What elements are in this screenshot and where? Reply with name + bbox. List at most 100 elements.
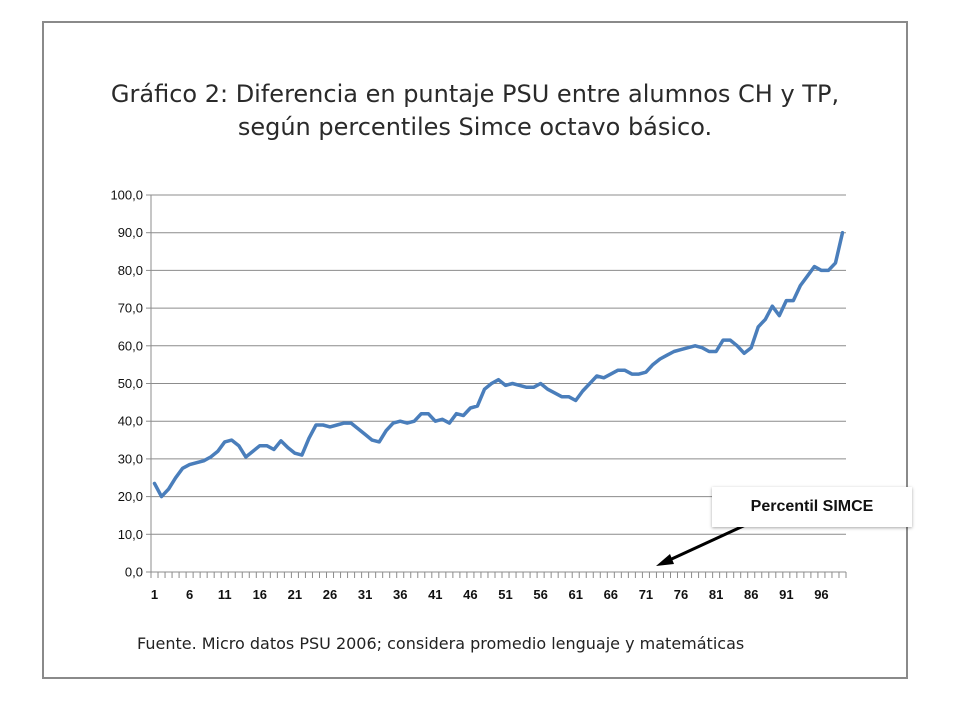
data-point xyxy=(610,373,612,375)
y-tick-label: 60,0 xyxy=(118,338,143,353)
data-point xyxy=(301,454,303,456)
arrow-shaft xyxy=(663,520,753,564)
data-point xyxy=(483,388,486,390)
series-layer xyxy=(152,230,845,499)
chart-frame xyxy=(42,21,908,679)
y-tick-label: 80,0 xyxy=(118,263,143,278)
x-tick-label: 91 xyxy=(779,587,793,602)
data-point xyxy=(595,375,598,377)
data-point xyxy=(729,339,731,341)
x-tick-label: 66 xyxy=(604,587,618,602)
x-tick-label: 61 xyxy=(568,587,582,602)
data-point xyxy=(792,299,795,302)
data-point xyxy=(518,384,521,387)
data-point xyxy=(820,269,823,272)
y-tick-label: 90,0 xyxy=(118,225,143,240)
x-tick-label: 81 xyxy=(709,587,723,602)
data-point xyxy=(785,299,788,302)
data-point xyxy=(427,412,430,415)
data-point xyxy=(743,352,746,355)
data-point xyxy=(357,427,359,430)
data-point xyxy=(294,452,296,455)
data-point xyxy=(701,346,703,349)
data-point xyxy=(308,437,310,439)
data-point xyxy=(827,269,830,272)
data-point xyxy=(371,439,373,441)
data-point xyxy=(202,459,205,462)
data-point xyxy=(834,262,837,264)
data-point xyxy=(624,369,626,372)
data-point xyxy=(476,405,479,407)
y-tick-label: 20,0 xyxy=(118,489,143,504)
data-point xyxy=(322,424,324,426)
x-tick-label: 76 xyxy=(674,587,688,602)
data-point xyxy=(532,386,535,389)
y-tick-label: 30,0 xyxy=(118,451,143,466)
x-tick-label: 56 xyxy=(533,587,547,602)
data-point xyxy=(799,284,802,287)
data-point xyxy=(160,495,163,498)
data-point xyxy=(841,231,844,234)
x-tick-label: 31 xyxy=(358,587,372,602)
x-tick-label: 71 xyxy=(639,587,653,602)
data-point xyxy=(420,412,423,415)
data-point xyxy=(378,441,380,443)
axes xyxy=(146,194,847,578)
data-point xyxy=(251,450,254,453)
data-point xyxy=(441,418,444,421)
x-axis-callout: Percentil SIMCE xyxy=(712,487,912,527)
data-point xyxy=(778,314,781,317)
data-point xyxy=(588,382,591,385)
data-point xyxy=(673,350,675,353)
y-tick-label: 50,0 xyxy=(118,376,143,391)
data-point xyxy=(392,422,394,424)
data-point xyxy=(385,429,387,432)
data-point xyxy=(329,426,331,428)
data-point xyxy=(708,350,710,353)
data-point xyxy=(567,395,570,398)
data-point xyxy=(455,412,458,415)
data-point xyxy=(181,467,184,470)
x-tick-labels: 1 6 11 16 21 26 31 36 41 46 51 56 61 66 71 76 81 86 91 96 xyxy=(151,587,829,602)
data-point xyxy=(237,444,240,447)
data-point xyxy=(715,350,717,353)
data-point xyxy=(553,392,556,394)
y-tick-label: 70,0 xyxy=(118,301,143,316)
data-point xyxy=(722,339,724,341)
data-point xyxy=(546,388,549,390)
data-point xyxy=(259,444,261,447)
y-tick-labels: 0,0 10,0 20,0 30,0 40,0 50,0 60,0 70,0 80,0 90,0 1… xyxy=(110,188,143,580)
x-tick-label: 26 xyxy=(323,587,337,602)
source-note: Fuente. Micro datos PSU 2006; considera … xyxy=(137,634,745,653)
data-point xyxy=(469,407,472,409)
x-tick-label: 6 xyxy=(186,587,193,602)
data-point xyxy=(223,441,226,443)
data-point xyxy=(659,358,661,360)
x-tick-label: 86 xyxy=(744,587,758,602)
data-point xyxy=(581,390,584,392)
data-point xyxy=(188,463,191,466)
data-point xyxy=(666,354,668,357)
x-tick-label: 41 xyxy=(428,587,442,602)
data-point xyxy=(280,440,282,442)
data-point xyxy=(434,420,437,423)
gridlines xyxy=(151,194,846,535)
data-point xyxy=(771,305,774,308)
data-point xyxy=(336,424,338,426)
data-point xyxy=(230,439,233,441)
x-tick-label: 36 xyxy=(393,587,407,602)
data-point xyxy=(497,378,500,381)
data-point xyxy=(490,382,493,385)
data-point xyxy=(511,382,514,385)
y-tick-label: 0,0 xyxy=(125,565,143,580)
data-point xyxy=(504,384,507,387)
data-point xyxy=(560,395,563,398)
data-point xyxy=(273,448,275,451)
data-point xyxy=(806,275,809,277)
x-tick-label: 46 xyxy=(463,587,477,602)
x-tick-label: 16 xyxy=(253,587,267,602)
data-point xyxy=(764,318,767,321)
data-point xyxy=(462,414,465,417)
data-point xyxy=(680,348,682,351)
data-point xyxy=(638,373,640,375)
